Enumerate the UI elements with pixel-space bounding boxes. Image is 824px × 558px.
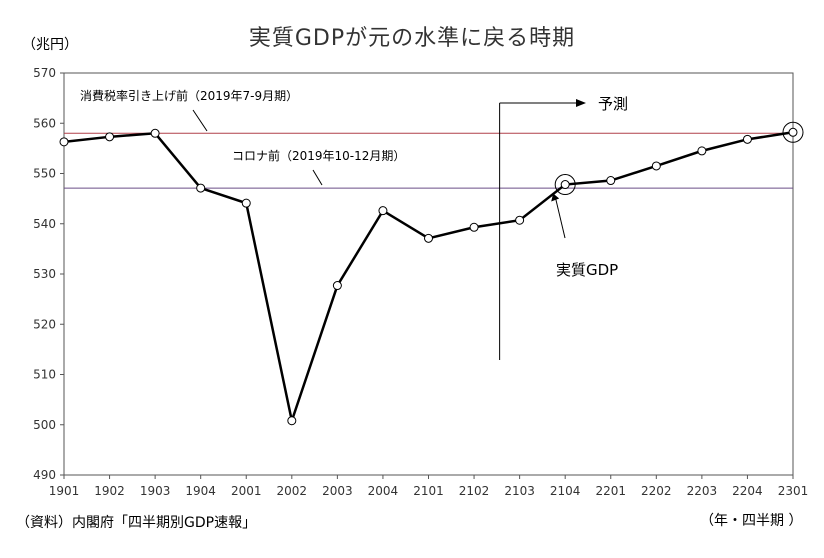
- data-point: [560, 180, 570, 190]
- y-tick-label: 520: [33, 317, 56, 331]
- x-tick-label: 2202: [641, 484, 672, 498]
- x-tick-label: 1903: [140, 484, 171, 498]
- x-tick-label: 2004: [368, 484, 399, 498]
- x-tick-label: 2003: [322, 484, 353, 498]
- x-tick-label: 1901: [49, 484, 80, 498]
- data-point: [287, 416, 297, 426]
- data-point: [788, 127, 798, 137]
- data-point: [150, 128, 160, 138]
- forecast-arrow-head: [576, 99, 586, 107]
- x-axis-unit-label: （年・四半期 ）: [700, 513, 803, 529]
- y-tick-label: 500: [33, 418, 56, 432]
- highlight-circle: [782, 121, 804, 143]
- series-label: 実質GDP: [556, 261, 618, 279]
- x-tick-label: 2102: [459, 484, 490, 498]
- chart-title: 実質GDPが元の水準に戻る時期: [248, 26, 576, 51]
- x-tick-label: 2104: [550, 484, 581, 498]
- reference-line-pre-covid-leader: [312, 169, 323, 186]
- y-tick-label: 560: [33, 116, 56, 130]
- x-tick-label: 2002: [277, 484, 308, 498]
- data-point: [469, 222, 479, 232]
- y-tick-label: 490: [33, 468, 56, 482]
- data-point: [697, 146, 707, 156]
- forecast-label: 予測: [598, 95, 628, 113]
- x-tick-label: 1904: [185, 484, 216, 498]
- data-point: [515, 215, 525, 225]
- data-point: [196, 183, 206, 193]
- data-point: [606, 176, 616, 186]
- x-tick-label: 2203: [687, 484, 718, 498]
- series-label-leader: [554, 196, 566, 239]
- x-tick-label: 1902: [94, 484, 125, 498]
- data-point: [332, 281, 342, 291]
- data-point: [241, 198, 251, 208]
- highlight-circle: [554, 174, 576, 196]
- data-point: [59, 137, 69, 147]
- data-point: [105, 132, 115, 142]
- x-tick-label: 2201: [595, 484, 626, 498]
- x-tick-label: 2204: [732, 484, 763, 498]
- y-tick-label: 540: [33, 217, 56, 231]
- data-point: [424, 233, 433, 243]
- data-point: [742, 134, 752, 144]
- x-tick-label: 2103: [504, 484, 535, 498]
- y-tick-label: 530: [33, 267, 56, 281]
- reference-line-pre-tax-hike-leader: [192, 109, 208, 132]
- series-label-arrow-head: [551, 193, 560, 202]
- reference-line-pre-covid-label: コロナ前（2019年10-12月期）: [232, 148, 405, 163]
- y-tick-label: 510: [33, 368, 56, 382]
- x-tick-label: 2101: [413, 484, 444, 498]
- source-note: （資料）内閣府「四半期別GDP速報」: [16, 515, 257, 531]
- reference-line-pre-tax-hike-label: 消費税率引き上げ前（2019年7-9月期）: [80, 88, 298, 103]
- data-point: [378, 206, 388, 216]
- data-point: [651, 161, 661, 171]
- x-tick-label: 2001: [231, 484, 262, 498]
- y-axis-unit-label: （兆円）: [22, 37, 78, 53]
- x-tick-label: 2301: [778, 484, 809, 498]
- y-tick-label: 570: [33, 66, 56, 80]
- y-tick-label: 550: [33, 167, 56, 181]
- series-line-real-gdp: [63, 131, 794, 426]
